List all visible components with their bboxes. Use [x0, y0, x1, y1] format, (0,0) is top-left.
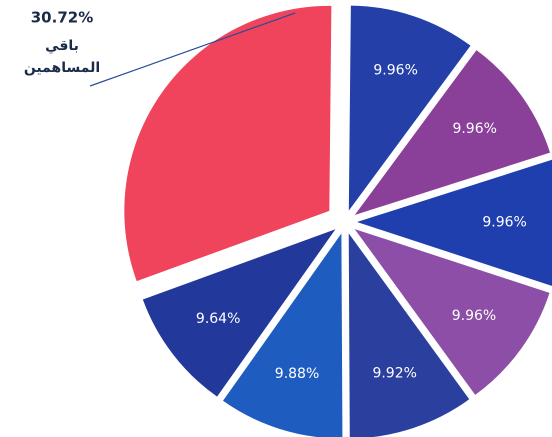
leader-line [89, 12, 296, 87]
pie-slice [142, 229, 336, 397]
pie-slice [124, 5, 332, 282]
value-label: 9.64% [196, 311, 240, 327]
pie-slice [357, 159, 552, 286]
pie-slice [222, 233, 343, 437]
category-label-line: باقي [45, 38, 79, 54]
value-label: 9.92% [372, 366, 416, 382]
pie-slice [348, 5, 471, 211]
value-label: 9.96% [373, 63, 417, 79]
value-label: 30.72% [31, 9, 93, 27]
value-label: 9.96% [482, 215, 526, 231]
category-label: باقي المساهمين [24, 38, 100, 76]
pie-slice [354, 229, 550, 395]
value-label: 9.96% [452, 121, 496, 137]
pie-slice [354, 50, 551, 216]
pie-slice [348, 233, 470, 437]
value-label: 9.88% [275, 366, 319, 382]
category-label-line: المساهمين [24, 60, 100, 76]
value-label: 9.96% [452, 308, 496, 324]
